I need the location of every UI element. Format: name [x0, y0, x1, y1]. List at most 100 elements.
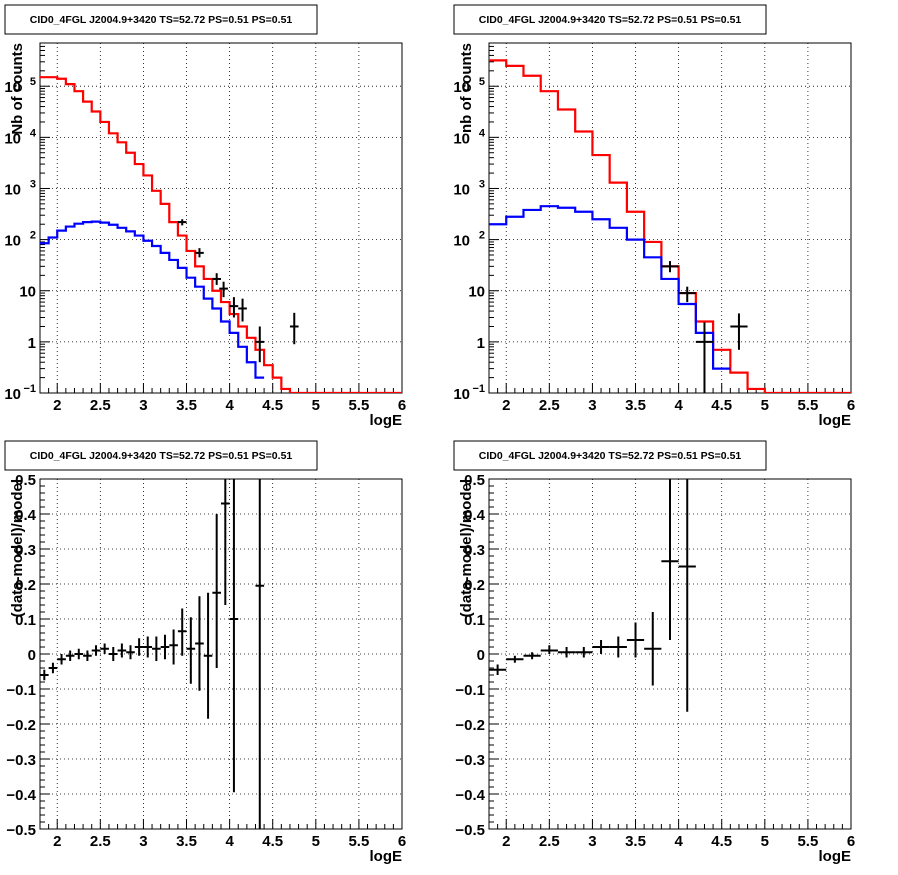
- y-tick-label: 0: [477, 647, 485, 664]
- x-tick-label: 2.5: [539, 833, 560, 850]
- x-tick-label: 2.5: [90, 833, 111, 850]
- plot-area: [489, 59, 851, 393]
- x-tick-label: 4.5: [262, 397, 283, 414]
- y-tick-label: 0.2: [15, 577, 36, 594]
- plot-area: [489, 479, 696, 712]
- x-tick-label: 3: [588, 833, 596, 850]
- y-axis-title: Nb of counts: [9, 43, 26, 135]
- y-tick-label: −0.5: [6, 822, 36, 839]
- x-tick-label: 4: [225, 397, 234, 414]
- y-axis-title: (data-model)/model: [9, 479, 26, 617]
- y-tick-label: −0.3: [455, 752, 485, 769]
- x-tick-label: 3.5: [176, 397, 197, 414]
- y-tick-exponent: 4: [479, 127, 486, 139]
- y-tick-exponent: 3: [479, 178, 485, 190]
- x-axis-title: logE: [370, 848, 403, 865]
- y-tick-label: 10: [468, 284, 485, 301]
- histogram-series-0: [40, 76, 402, 393]
- y-tick-exponent: 3: [30, 178, 36, 190]
- histogram-series-1: [40, 220, 265, 379]
- histogram-series-1: [489, 205, 731, 370]
- x-tick-label: 3: [139, 397, 147, 414]
- y-tick-exponent: −1: [472, 383, 485, 395]
- x-axis-title: logE: [819, 412, 852, 429]
- x-tick-label: 5: [312, 397, 320, 414]
- y-tick-label: −0.3: [6, 752, 36, 769]
- panel-top-right: CID0_4FGL J2004.9+3420 TS=52.72 PS=0.51 …: [453, 4, 855, 429]
- x-tick-label: 5.5: [348, 833, 369, 850]
- y-tick-label: −0.5: [455, 822, 485, 839]
- y-tick-exponent: 5: [479, 76, 485, 88]
- y-tick-label: 0.5: [464, 472, 485, 489]
- x-tick-label: 6: [398, 833, 406, 850]
- x-tick-label: 2: [53, 833, 61, 850]
- title-box: [453, 440, 767, 471]
- y-tick-label: 1: [28, 335, 36, 352]
- title-box: [453, 4, 767, 35]
- x-tick-label: 2: [53, 397, 61, 414]
- x-tick-label: 5: [761, 833, 769, 850]
- x-tick-label: 5.5: [797, 833, 818, 850]
- y-tick-label: 10: [4, 79, 21, 96]
- y-tick-label: 10: [19, 284, 36, 301]
- x-axis-title: logE: [370, 412, 403, 429]
- x-tick-label: 6: [847, 397, 855, 414]
- y-tick-label: −0.1: [6, 682, 36, 699]
- histogram-series-0: [489, 59, 851, 393]
- y-tick-exponent: 2: [479, 230, 485, 242]
- y-tick-label: 10: [4, 181, 21, 198]
- y-tick-label: −0.4: [6, 787, 36, 804]
- y-axis-title: nb of counts: [458, 43, 475, 133]
- chart-title: CID0_4FGL J2004.9+3420 TS=52.72 PS=0.51 …: [30, 450, 293, 462]
- x-tick-label: 2.5: [539, 397, 560, 414]
- y-tick-label: 10: [4, 233, 21, 250]
- x-tick-label: 4.5: [711, 833, 732, 850]
- panel-top-left: CID0_4FGL J2004.9+3420 TS=52.72 PS=0.51 …: [4, 4, 406, 429]
- x-tick-label: 6: [398, 397, 406, 414]
- y-tick-label: 10: [453, 79, 470, 96]
- x-tick-label: 4.5: [711, 397, 732, 414]
- y-tick-label: 0.5: [15, 472, 36, 489]
- x-tick-label: 5: [312, 833, 320, 850]
- plot-frame: [39, 42, 403, 394]
- x-tick-label: 6: [847, 833, 855, 850]
- y-tick-label: 0.2: [464, 577, 485, 594]
- y-tick-exponent: 5: [30, 76, 36, 88]
- title-box: [4, 4, 318, 35]
- panel-bottom-left: CID0_4FGL J2004.9+3420 TS=52.72 PS=0.51 …: [4, 440, 406, 865]
- y-tick-exponent: −1: [23, 383, 36, 395]
- x-tick-label: 2.5: [90, 397, 111, 414]
- y-tick-label: 0.3: [15, 542, 36, 559]
- y-tick-label: 10: [453, 181, 470, 198]
- x-tick-label: 4: [225, 833, 234, 850]
- x-tick-label: 3.5: [625, 833, 646, 850]
- y-tick-label: 10: [453, 386, 470, 403]
- x-tick-label: 4.5: [262, 833, 283, 850]
- y-tick-label: 10: [453, 130, 470, 147]
- y-tick-label: 0: [28, 647, 36, 664]
- x-tick-label: 5.5: [797, 397, 818, 414]
- x-tick-label: 5.5: [348, 397, 369, 414]
- x-tick-label: 4: [674, 397, 683, 414]
- y-tick-label: −0.2: [455, 717, 485, 734]
- plot-frame: [488, 42, 852, 394]
- y-tick-label: 0.3: [464, 542, 485, 559]
- chart-title: CID0_4FGL J2004.9+3420 TS=52.72 PS=0.51 …: [30, 14, 293, 26]
- y-tick-exponent: 2: [30, 230, 36, 242]
- x-tick-label: 4: [674, 833, 683, 850]
- y-tick-label: 0.4: [15, 507, 37, 524]
- x-tick-label: 2: [502, 397, 510, 414]
- chart-title: CID0_4FGL J2004.9+3420 TS=52.72 PS=0.51 …: [479, 450, 742, 462]
- y-tick-label: 10: [4, 386, 21, 403]
- chart-title: CID0_4FGL J2004.9+3420 TS=52.72 PS=0.51 …: [479, 14, 742, 26]
- x-tick-label: 3: [588, 397, 596, 414]
- x-tick-label: 3.5: [176, 833, 197, 850]
- y-tick-label: −0.4: [455, 787, 485, 804]
- plot-area: [40, 479, 265, 829]
- y-tick-label: −0.2: [6, 717, 36, 734]
- y-tick-label: 10: [453, 233, 470, 250]
- y-tick-label: 0.4: [464, 507, 486, 524]
- y-axis-title: (data-model)/model: [458, 479, 475, 617]
- x-tick-label: 3: [139, 833, 147, 850]
- x-tick-label: 5: [761, 397, 769, 414]
